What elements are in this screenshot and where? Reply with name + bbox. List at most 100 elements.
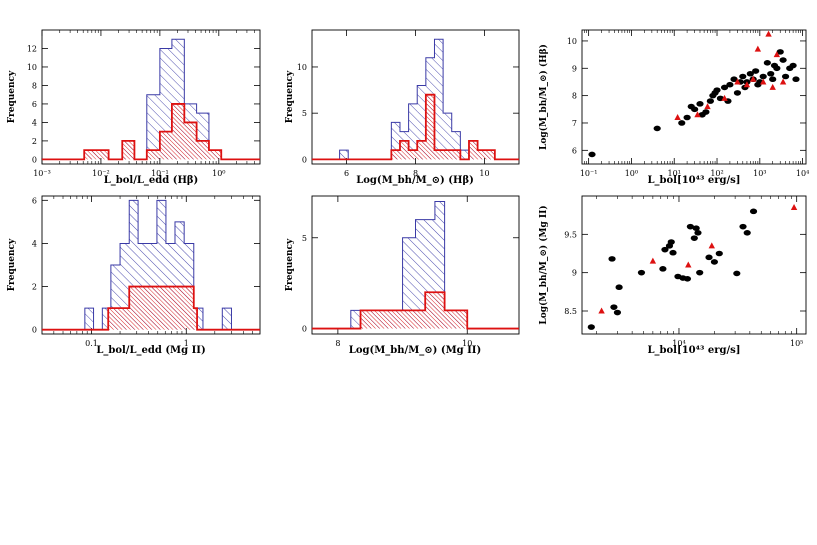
- panel-scatter-hb: 10⁻¹ 10⁰ 10¹ 10² 10³ 10⁴ 6 7 8 9 10 Log(M_bh/M_⊙) …: [538, 29, 809, 186]
- y-tick-label: 0: [302, 325, 307, 334]
- histogram-bar: [110, 265, 121, 330]
- x-tick-label: 10⁰: [212, 169, 225, 178]
- x-tick-label: 10: [462, 339, 472, 348]
- scatter-point: [615, 284, 623, 291]
- panel-hist-mbh-hb: 6 8 10 0 5 10 Frequency Log(M_bh/M_⊙) (Hβ): [285, 29, 520, 186]
- scatter-point: [692, 225, 700, 231]
- histogram-bar: [434, 292, 445, 329]
- histogram-bar: [196, 140, 209, 160]
- y-axis-label: Log(M_bh/M_⊙) (Mg II): [538, 205, 549, 324]
- scatter-triangle: [674, 114, 681, 121]
- histogram-bar: [408, 103, 418, 160]
- histogram-bar: [193, 308, 203, 330]
- histogram-bar: [408, 150, 418, 160]
- histogram-bar: [434, 150, 444, 160]
- y-tick-label: 9.5: [564, 230, 577, 239]
- histogram-bar: [108, 308, 121, 330]
- histogram-bar: [208, 150, 222, 160]
- y-tick-label: 2: [32, 283, 37, 292]
- scatter-point: [587, 324, 595, 330]
- histogram-bar: [402, 237, 416, 329]
- scatter-triangle: [765, 30, 772, 37]
- plot-area: 10⁻¹ 10⁰ 10¹ 10² 10³ 10⁴ 6 7 8 9 10: [567, 30, 809, 178]
- histogram-bar: [415, 310, 426, 329]
- scatter-point: [743, 230, 751, 236]
- histogram-outline: [42, 103, 260, 161]
- scatter-point: [759, 73, 767, 80]
- x-tick-label: 10³: [753, 169, 766, 178]
- histogram-bar: [443, 150, 452, 160]
- y-axis-label: Frequency: [285, 238, 295, 291]
- scatter-triangle: [734, 78, 741, 85]
- histogram-bar: [129, 286, 139, 330]
- scatter-point: [720, 84, 729, 91]
- scatter-point: [653, 125, 661, 132]
- scatter-point: [698, 111, 706, 118]
- histogram-bar: [96, 150, 109, 160]
- scatter-point: [776, 49, 784, 55]
- plot-frame: [311, 195, 520, 335]
- y-tick-label: 8: [32, 81, 37, 90]
- histogram-bar: [184, 286, 194, 330]
- x-tick-label: 0.1: [85, 339, 98, 348]
- histogram-bar: [171, 103, 185, 160]
- histogram-bar: [399, 140, 409, 160]
- scatter-triangle: [790, 204, 798, 210]
- scatter-triangle: [779, 78, 787, 85]
- histogram-outline: [312, 93, 519, 161]
- plot-area: 6 8 10 0 5 10: [297, 30, 519, 178]
- x-tick-label: 8: [413, 169, 418, 178]
- histogram-bar: [147, 286, 157, 330]
- histogram-bar: [84, 150, 97, 160]
- histogram-bar: [339, 150, 349, 160]
- scatter-point: [659, 266, 667, 272]
- y-tick-label: 8: [572, 92, 577, 101]
- y-tick-label: 10: [297, 63, 307, 72]
- y-tick-label: 12: [27, 44, 37, 53]
- y-tick-label: 9: [572, 64, 577, 73]
- scatter-triangle: [773, 51, 781, 58]
- y-axis-label: Frequency: [7, 238, 17, 291]
- histogram-bar: [434, 201, 445, 329]
- scatter-point: [739, 223, 747, 230]
- histogram-bar: [360, 310, 377, 329]
- histogram-outline: [42, 285, 260, 331]
- scatter-point: [696, 101, 704, 107]
- x-tick-label: 6: [344, 169, 349, 178]
- scatter-point: [763, 60, 771, 66]
- histogram-bar: [425, 292, 435, 329]
- histogram-bar: [174, 221, 185, 330]
- scatter-point: [726, 81, 734, 88]
- histogram-bar: [454, 310, 468, 329]
- histogram-bar: [460, 150, 469, 160]
- scatter-point: [710, 259, 719, 265]
- scatter-point: [686, 223, 694, 230]
- histogram-bar: [434, 39, 444, 160]
- histogram-bar: [415, 219, 426, 329]
- scatter-point: [667, 239, 675, 245]
- y-tick-label: 0: [302, 155, 307, 164]
- scatter-point: [752, 68, 760, 74]
- y-tick-label: 6: [32, 100, 37, 109]
- y-tick-label: 10: [27, 63, 37, 72]
- histogram-bar: [486, 150, 495, 160]
- panel-hist-lbol-ledd-hb: 10⁻³ 10⁻² 10⁻¹ 10⁰ 0 2 4 6 8 10 12 Frequency L_bol…: [7, 29, 261, 186]
- panel-hist-mbh-mg: 8 10 0 5 Frequency Log(M_bh/M_⊙) (Mg II): [285, 195, 520, 356]
- x-tick-label: 10⁴: [672, 339, 685, 348]
- x-tick-label: 10⁻¹: [151, 169, 169, 178]
- scatter-point: [610, 304, 618, 310]
- x-tick-label: 10⁻²: [92, 169, 110, 178]
- scatter-triangle: [721, 94, 728, 101]
- histogram-outline: [312, 291, 519, 330]
- x-tick-label: 10⁰: [625, 169, 638, 178]
- histogram-bar: [120, 308, 130, 330]
- y-axis-label: Frequency: [7, 70, 17, 123]
- scatter-point: [588, 151, 596, 158]
- histogram-bar: [138, 286, 148, 330]
- histogram-bar: [391, 122, 400, 160]
- scatter-point: [789, 62, 797, 69]
- panel-scatter-mg: 10⁴ 10⁵ 8.5 9 9.5 Log(M_bh/M_⊙) (Mg II) L_bo…: [538, 195, 807, 356]
- scatter-triangle: [743, 81, 751, 88]
- y-tick-label: 0: [32, 155, 37, 164]
- x-axis-label: L_bol/L_edd (Hβ): [104, 175, 199, 186]
